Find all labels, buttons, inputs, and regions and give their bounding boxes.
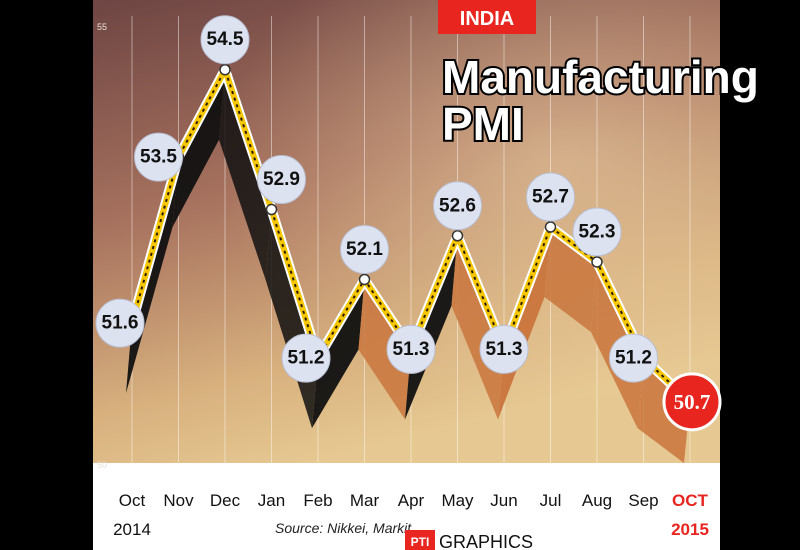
x-tick-label: Mar bbox=[350, 491, 380, 510]
chart-title-line1: Manufacturing bbox=[442, 51, 759, 103]
data-label: 51.6 bbox=[102, 313, 139, 334]
year-label-start: 2014 bbox=[113, 520, 151, 539]
ribbon-segment bbox=[312, 279, 365, 429]
x-tick-label: Jul bbox=[540, 491, 562, 510]
x-tick-label: Dec bbox=[210, 491, 241, 510]
ribbon-segment bbox=[358, 279, 411, 420]
data-label: 51.3 bbox=[486, 339, 523, 360]
data-label: 52.7 bbox=[532, 187, 569, 208]
y-tick-top: 55 bbox=[97, 22, 107, 32]
data-label: 51.3 bbox=[393, 339, 430, 360]
graphics-credit: GRAPHICS bbox=[439, 532, 533, 550]
india-badge bbox=[438, 0, 536, 34]
data-label-bubble bbox=[257, 155, 306, 205]
data-point bbox=[219, 63, 231, 76]
data-label-bubble bbox=[281, 333, 331, 383]
data-point bbox=[358, 273, 371, 286]
ribbon-segment bbox=[219, 69, 272, 280]
data-point bbox=[544, 221, 557, 233]
data-label-bubble bbox=[609, 333, 658, 383]
data-point bbox=[591, 256, 603, 268]
x-tick-label: Apr bbox=[398, 491, 425, 510]
x-tick-label: Sep bbox=[628, 491, 658, 510]
data-label: 52.1 bbox=[346, 239, 383, 260]
data-label-bubble bbox=[572, 207, 622, 257]
x-tick-label: Jan bbox=[258, 491, 285, 510]
ribbon-segment bbox=[451, 235, 504, 420]
x-tick-label: Oct bbox=[119, 491, 146, 510]
data-label: 51.2 bbox=[615, 348, 652, 369]
data-label: 54.5 bbox=[207, 29, 244, 50]
x-tick-label: Jun bbox=[490, 491, 517, 510]
data-label-bubble bbox=[662, 372, 722, 432]
data-point bbox=[265, 203, 278, 216]
data-label: 52.9 bbox=[263, 169, 300, 190]
data-label-bubble bbox=[95, 298, 145, 348]
data-label: 50.7 bbox=[674, 390, 711, 414]
x-tick-label: OCT bbox=[672, 491, 709, 510]
data-label: 53.5 bbox=[140, 147, 177, 168]
data-label: 52.3 bbox=[579, 221, 616, 242]
pti-logo-text: PTI bbox=[411, 535, 430, 549]
ribbon-segment bbox=[172, 69, 225, 228]
data-label-bubble bbox=[386, 324, 436, 374]
data-label: 51.2 bbox=[288, 348, 325, 369]
data-point bbox=[451, 230, 464, 242]
data-label-bubble bbox=[340, 224, 389, 274]
y-tick-bottom: 50 bbox=[97, 460, 107, 470]
data-label: 52.6 bbox=[439, 195, 476, 216]
source-note: Source: Nikkei, Markit bbox=[275, 520, 412, 536]
india-badge-text: INDIA bbox=[460, 8, 514, 30]
ribbon-segment bbox=[405, 235, 458, 420]
data-label-bubble bbox=[526, 172, 575, 222]
pti-logo bbox=[405, 530, 435, 550]
x-tick-label: Aug bbox=[582, 491, 612, 510]
data-label-bubble bbox=[134, 132, 183, 182]
data-label-bubble bbox=[479, 324, 529, 374]
year-label-end: 2015 bbox=[671, 520, 709, 539]
data-labels: 51.6 53.5 54.5 52.9 51.2 52.1 51.3 52.6 51.3 52.7… bbox=[95, 15, 722, 432]
ribbon-segment bbox=[637, 358, 690, 463]
data-label-bubble bbox=[200, 15, 250, 65]
data-label-bubble bbox=[433, 181, 482, 231]
x-tick-label: May bbox=[441, 491, 474, 510]
x-tick-label: Feb bbox=[303, 491, 332, 510]
chart-title-line2: PMI bbox=[442, 98, 524, 150]
x-axis-labels: Oct Nov Dec Jan Feb Mar Apr May Jun Jul Aug Sep OCT 2… bbox=[113, 491, 709, 539]
x-tick-label: Nov bbox=[163, 491, 194, 510]
